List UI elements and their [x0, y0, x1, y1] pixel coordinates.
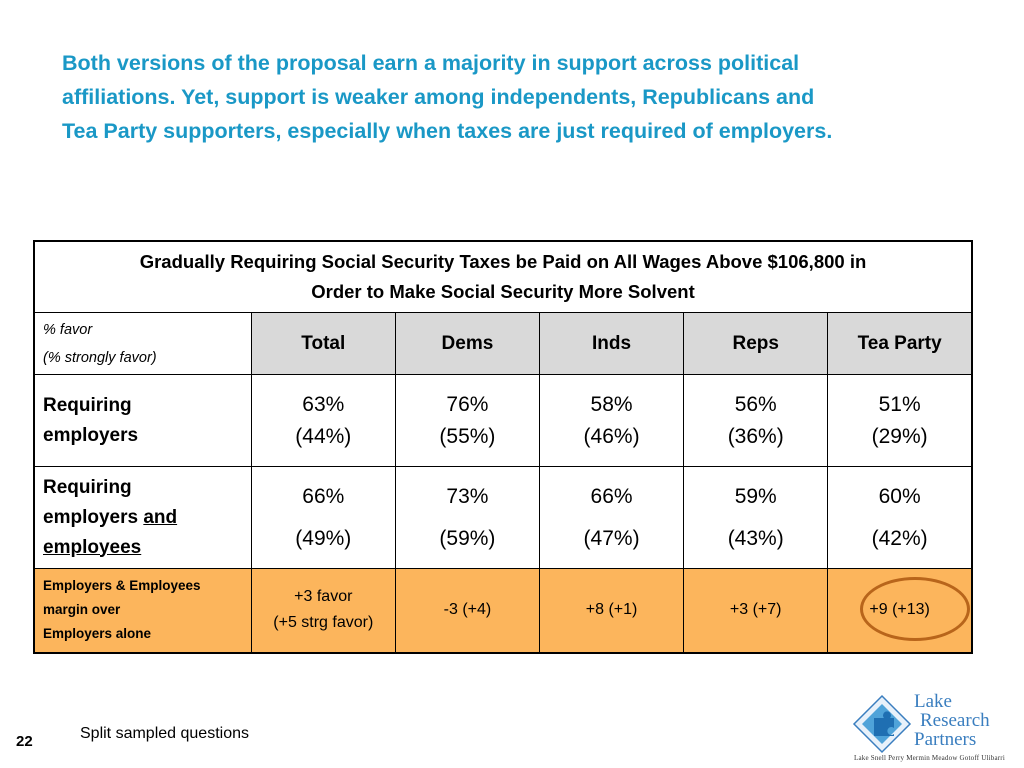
page-number: 22: [16, 733, 33, 750]
strong-value: (49%): [295, 526, 352, 550]
cell-employers-reps: 56% (36%): [683, 374, 829, 467]
logo-line: Research: [920, 710, 990, 731]
strong-value: (47%): [583, 526, 640, 550]
slide-headline: Both versions of the proposal earn a maj…: [62, 46, 982, 148]
table-title: Gradually Requiring Social Security Taxe…: [33, 240, 973, 313]
column-header-reps: Reps: [683, 312, 829, 375]
pct-value: 76%: [446, 392, 489, 416]
row-label-margin: Employers & Employees margin over Employ…: [33, 568, 252, 653]
logo-wordmark: Lake Research Partners: [914, 692, 990, 749]
favor-legend-cell: % favor (% strongly favor): [33, 312, 252, 375]
row-label-line: employers: [43, 424, 139, 446]
strongly-favor-label: (% strongly favor): [43, 349, 157, 366]
headline-line-3: Tea Party supporters, especially when ta…: [62, 119, 833, 143]
pct-value: 60%: [878, 484, 921, 508]
cell-both-total: 66% (49%): [250, 466, 396, 569]
cell-employers-total: 63% (44%): [250, 374, 396, 467]
row-label-employers-and-employees: Requiring employers and employees: [33, 466, 252, 569]
pct-value: 66%: [590, 484, 633, 508]
margin-favor: +3 favor: [294, 588, 353, 606]
row-label-part: employers: [43, 506, 144, 528]
strong-value: (42%): [871, 526, 928, 550]
cell-employers-inds: 58% (46%): [538, 374, 685, 467]
row-label-line: Requiring: [43, 476, 132, 498]
strong-value: (55%): [439, 424, 496, 448]
column-header-dems: Dems: [394, 312, 541, 375]
cell-margin-dems: -3 (+4): [394, 568, 541, 653]
headline-line-2: affiliations. Yet, support is weaker amo…: [62, 85, 815, 109]
table-row-margin: Employers & Employees margin over Employ…: [33, 568, 973, 653]
pct-value: 59%: [734, 484, 777, 508]
cell-both-dems: 73% (59%): [394, 466, 541, 569]
row-label-underlined: employees: [43, 536, 142, 558]
pct-value: 73%: [446, 484, 489, 508]
company-logo: Lake Research Partners Lake Snell Perry …: [852, 692, 1012, 768]
row-label-employers: Requiring employers: [33, 374, 252, 467]
highlight-circle: [860, 577, 971, 641]
pct-value: 51%: [878, 392, 921, 416]
strong-value: (29%): [871, 424, 928, 448]
table-title-line-2: Order to Make Social Security More Solve…: [311, 281, 695, 302]
column-header-inds: Inds: [538, 312, 685, 375]
strong-value: (46%): [583, 424, 640, 448]
cell-margin-reps: +3 (+7): [683, 568, 829, 653]
cell-both-reps: 59% (43%): [683, 466, 829, 569]
cell-employers-tea-party: 51% (29%): [827, 374, 973, 467]
cell-margin-tea-party: +9 (+13): [827, 568, 973, 653]
strong-value: (36%): [727, 424, 784, 448]
column-header-tea-party: Tea Party: [827, 312, 973, 375]
logo-partner-names: Lake Snell Perry Mermin Meadow Gotoff Ul…: [854, 754, 1005, 762]
support-table: Gradually Requiring Social Security Taxe…: [33, 240, 973, 654]
margin-strong-favor: (+5 strg favor): [273, 614, 374, 632]
cell-margin-inds: +8 (+1): [538, 568, 685, 653]
row-label-line: Requiring: [43, 394, 132, 416]
pct-value: 66%: [302, 484, 345, 508]
column-header-total: Total: [250, 312, 396, 375]
favor-label: % favor: [43, 321, 93, 338]
cell-both-inds: 66% (47%): [538, 466, 685, 569]
logo-line: Partners: [914, 729, 977, 750]
table-row-employers: Requiring employers 63% (44%) 76% (55%) 58…: [33, 374, 973, 467]
table-title-line-1: Gradually Requiring Social Security Taxe…: [139, 251, 867, 272]
row-label-line: employers and: [43, 503, 251, 533]
headline-line-1: Both versions of the proposal earn a maj…: [62, 51, 800, 75]
pct-value: 63%: [302, 392, 345, 416]
pct-value: 58%: [590, 392, 633, 416]
footnote: Split sampled questions: [80, 725, 249, 742]
row-label-underlined: and: [143, 506, 178, 528]
strong-value: (59%): [439, 526, 496, 550]
logo-line: Lake: [914, 691, 952, 712]
table-row-employers-and-employees: Requiring employers and employees 66% (49…: [33, 466, 973, 569]
margin-label-line: margin over: [43, 602, 121, 618]
cell-employers-dems: 76% (55%): [394, 374, 541, 467]
margin-label-line: Employers & Employees: [43, 578, 201, 594]
puzzle-piece-icon: [852, 694, 912, 754]
strong-value: (43%): [727, 526, 784, 550]
margin-label-line: Employers alone: [43, 626, 152, 642]
pct-value: 56%: [734, 392, 777, 416]
strong-value: (44%): [295, 424, 352, 448]
cell-both-tea-party: 60% (42%): [827, 466, 973, 569]
cell-margin-total: +3 favor (+5 strg favor): [250, 568, 396, 653]
